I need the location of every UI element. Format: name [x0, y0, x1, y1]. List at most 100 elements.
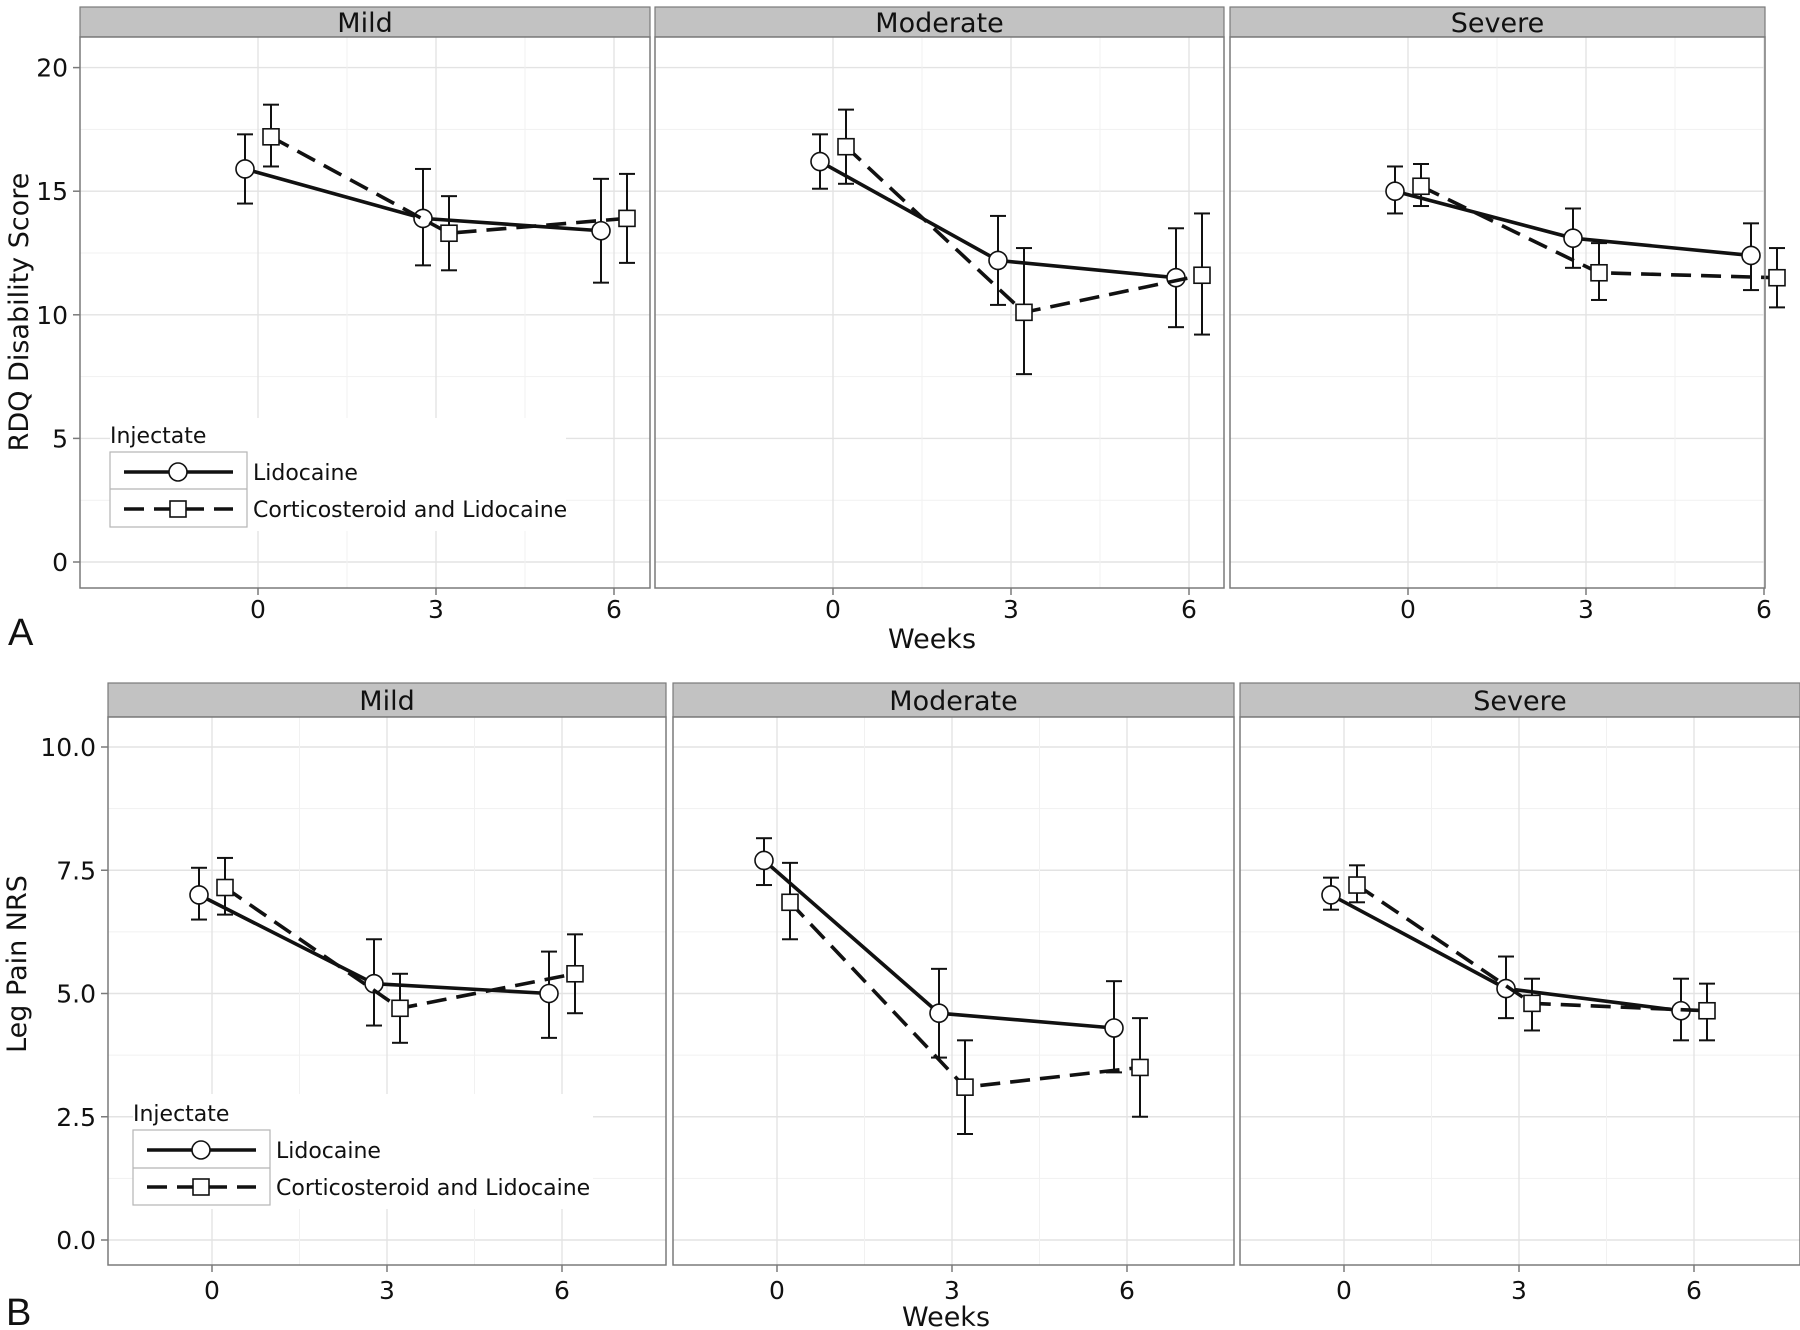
data-point-square: [781, 893, 799, 912]
data-point-square: [956, 1078, 974, 1096]
panel-border: [654, 36, 1225, 589]
data-point-circle: [988, 250, 1008, 271]
y-tick-label: 2.5: [56, 1103, 96, 1132]
y-tick-label: 5.0: [56, 980, 96, 1009]
series-corticosteroid-lidocaine: [1348, 864, 1716, 1042]
data-point-circle: [1385, 181, 1405, 201]
chart-B: 0.0 2.5 5.0 7.5 10.0 Leg Pain NRS Weeks B Mild 0 3…: [2, 682, 1800, 1330]
x-axis-title: Weeks: [902, 1302, 990, 1330]
facet-strip: [79, 6, 651, 38]
y-tick-label: 20: [36, 54, 68, 83]
x-tick-label: 0: [204, 1276, 220, 1305]
x-tick-label: 3: [428, 595, 444, 624]
data-point-square: [1015, 303, 1033, 322]
legend-title: Injectate: [133, 1102, 229, 1127]
x-tick-label: 6: [1119, 1276, 1135, 1305]
data-point-square: [1590, 263, 1608, 282]
y-tick-label: 10.0: [40, 733, 96, 762]
data-point-square: [1412, 177, 1430, 196]
data-point-circle: [539, 983, 559, 1004]
series-lidocaine: [1385, 165, 1761, 292]
data-point-circle: [591, 220, 611, 241]
x-tick-label: 6: [1181, 595, 1197, 624]
x-tick-label: 3: [944, 1276, 960, 1305]
series-corticosteroid-lidocaine: [262, 103, 636, 272]
facet-strip-label: Severe: [1473, 686, 1566, 717]
facet-strip: [672, 682, 1235, 718]
plot-area: [673, 717, 1234, 1265]
legend-item-label: Corticosteroid and Lidocaine: [276, 1176, 590, 1201]
x-tick-label: 6: [606, 595, 622, 624]
x-tick-label: 0: [1336, 1276, 1352, 1305]
data-point-square: [1193, 266, 1211, 285]
facet-severe: Severe 0 3 6: [1229, 6, 1786, 624]
y-tick-label: 7.5: [56, 856, 96, 885]
series-line: [270, 135, 628, 236]
facet-strip-label: Mild: [359, 686, 414, 717]
chart-A: 0 5 10 15 20 RDQ Disability Score Weeks A Mild 0 3…: [4, 6, 1786, 655]
data-point-circle: [235, 159, 255, 179]
data-point-circle: [1741, 245, 1761, 266]
facet-strip-label: Mild: [337, 8, 392, 39]
facet-strip-label: Severe: [1451, 8, 1544, 39]
legend-item-label: Lidocaine: [276, 1139, 381, 1164]
data-point-circle: [189, 885, 209, 905]
data-point-circle: [810, 151, 830, 172]
facet-moderate: Moderate 0 3 6: [672, 682, 1235, 1305]
series-lidocaine: [754, 837, 1124, 1074]
legend-item-label: Lidocaine: [253, 461, 358, 486]
data-point-square: [566, 964, 584, 983]
y-tick-label: 5: [52, 424, 68, 453]
data-point-square: [391, 999, 409, 1018]
data-point-square: [1131, 1058, 1149, 1077]
legend-item-label: Corticosteroid and Lidocaine: [253, 498, 567, 523]
x-tick-label: 0: [1400, 595, 1416, 624]
data-point-circle: [413, 208, 433, 229]
legend: Injectate Lidocaine Corticosteroid and Lid…: [109, 418, 567, 531]
data-point-square: [216, 878, 234, 897]
plot-area: [655, 37, 1224, 588]
data-point-square: [1523, 994, 1541, 1013]
data-point-circle: [1496, 978, 1516, 999]
x-tick-label: 0: [250, 595, 266, 624]
y-tick-label: 15: [36, 177, 68, 206]
series-lidocaine: [1321, 876, 1691, 1042]
legend-key-circle: [168, 462, 188, 482]
facet-strip-label: Moderate: [889, 686, 1017, 717]
data-point-circle: [754, 850, 774, 871]
x-tick-label: 0: [825, 595, 841, 624]
series-corticosteroid-lidocaine: [1412, 163, 1786, 309]
x-tick-label: 6: [1686, 1276, 1702, 1305]
legend: Injectate Lidocaine Corticosteroid and Lid…: [132, 1094, 593, 1209]
facet-severe: Severe 0 3 6: [1239, 682, 1800, 1305]
series-lidocaine: [810, 133, 1186, 329]
series-corticosteroid-lidocaine: [216, 856, 584, 1044]
data-point-circle: [1321, 885, 1341, 905]
data-point-square: [1348, 876, 1366, 894]
legend-title: Injectate: [110, 424, 206, 449]
legend-key-circle: [191, 1140, 211, 1160]
facet-moderate: Moderate 0 3 6: [654, 6, 1225, 624]
x-tick-label: 6: [1756, 595, 1772, 624]
x-tick-label: 3: [379, 1276, 395, 1305]
data-point-circle: [1104, 1018, 1124, 1038]
facet-strip: [1239, 682, 1800, 718]
panel-border: [672, 716, 1235, 1266]
x-axis-title: Weeks: [888, 624, 976, 655]
facet-strip: [654, 6, 1225, 38]
x-tick-label: 6: [554, 1276, 570, 1305]
y-tick-label: 0: [52, 548, 68, 577]
data-point-circle: [929, 1003, 949, 1024]
panel-border: [1229, 36, 1766, 589]
panel-border: [1239, 716, 1800, 1266]
y-tick-label: 0.0: [56, 1226, 96, 1255]
series-lidocaine: [235, 133, 611, 284]
y-tick-label: 10: [36, 301, 68, 330]
data-point-square: [1768, 268, 1786, 287]
series-corticosteroid-lidocaine: [781, 861, 1149, 1136]
data-point-square: [262, 128, 280, 146]
x-tick-label: 0: [769, 1276, 785, 1305]
legend-key-square: [192, 1178, 210, 1196]
x-tick-label: 3: [1578, 595, 1594, 624]
